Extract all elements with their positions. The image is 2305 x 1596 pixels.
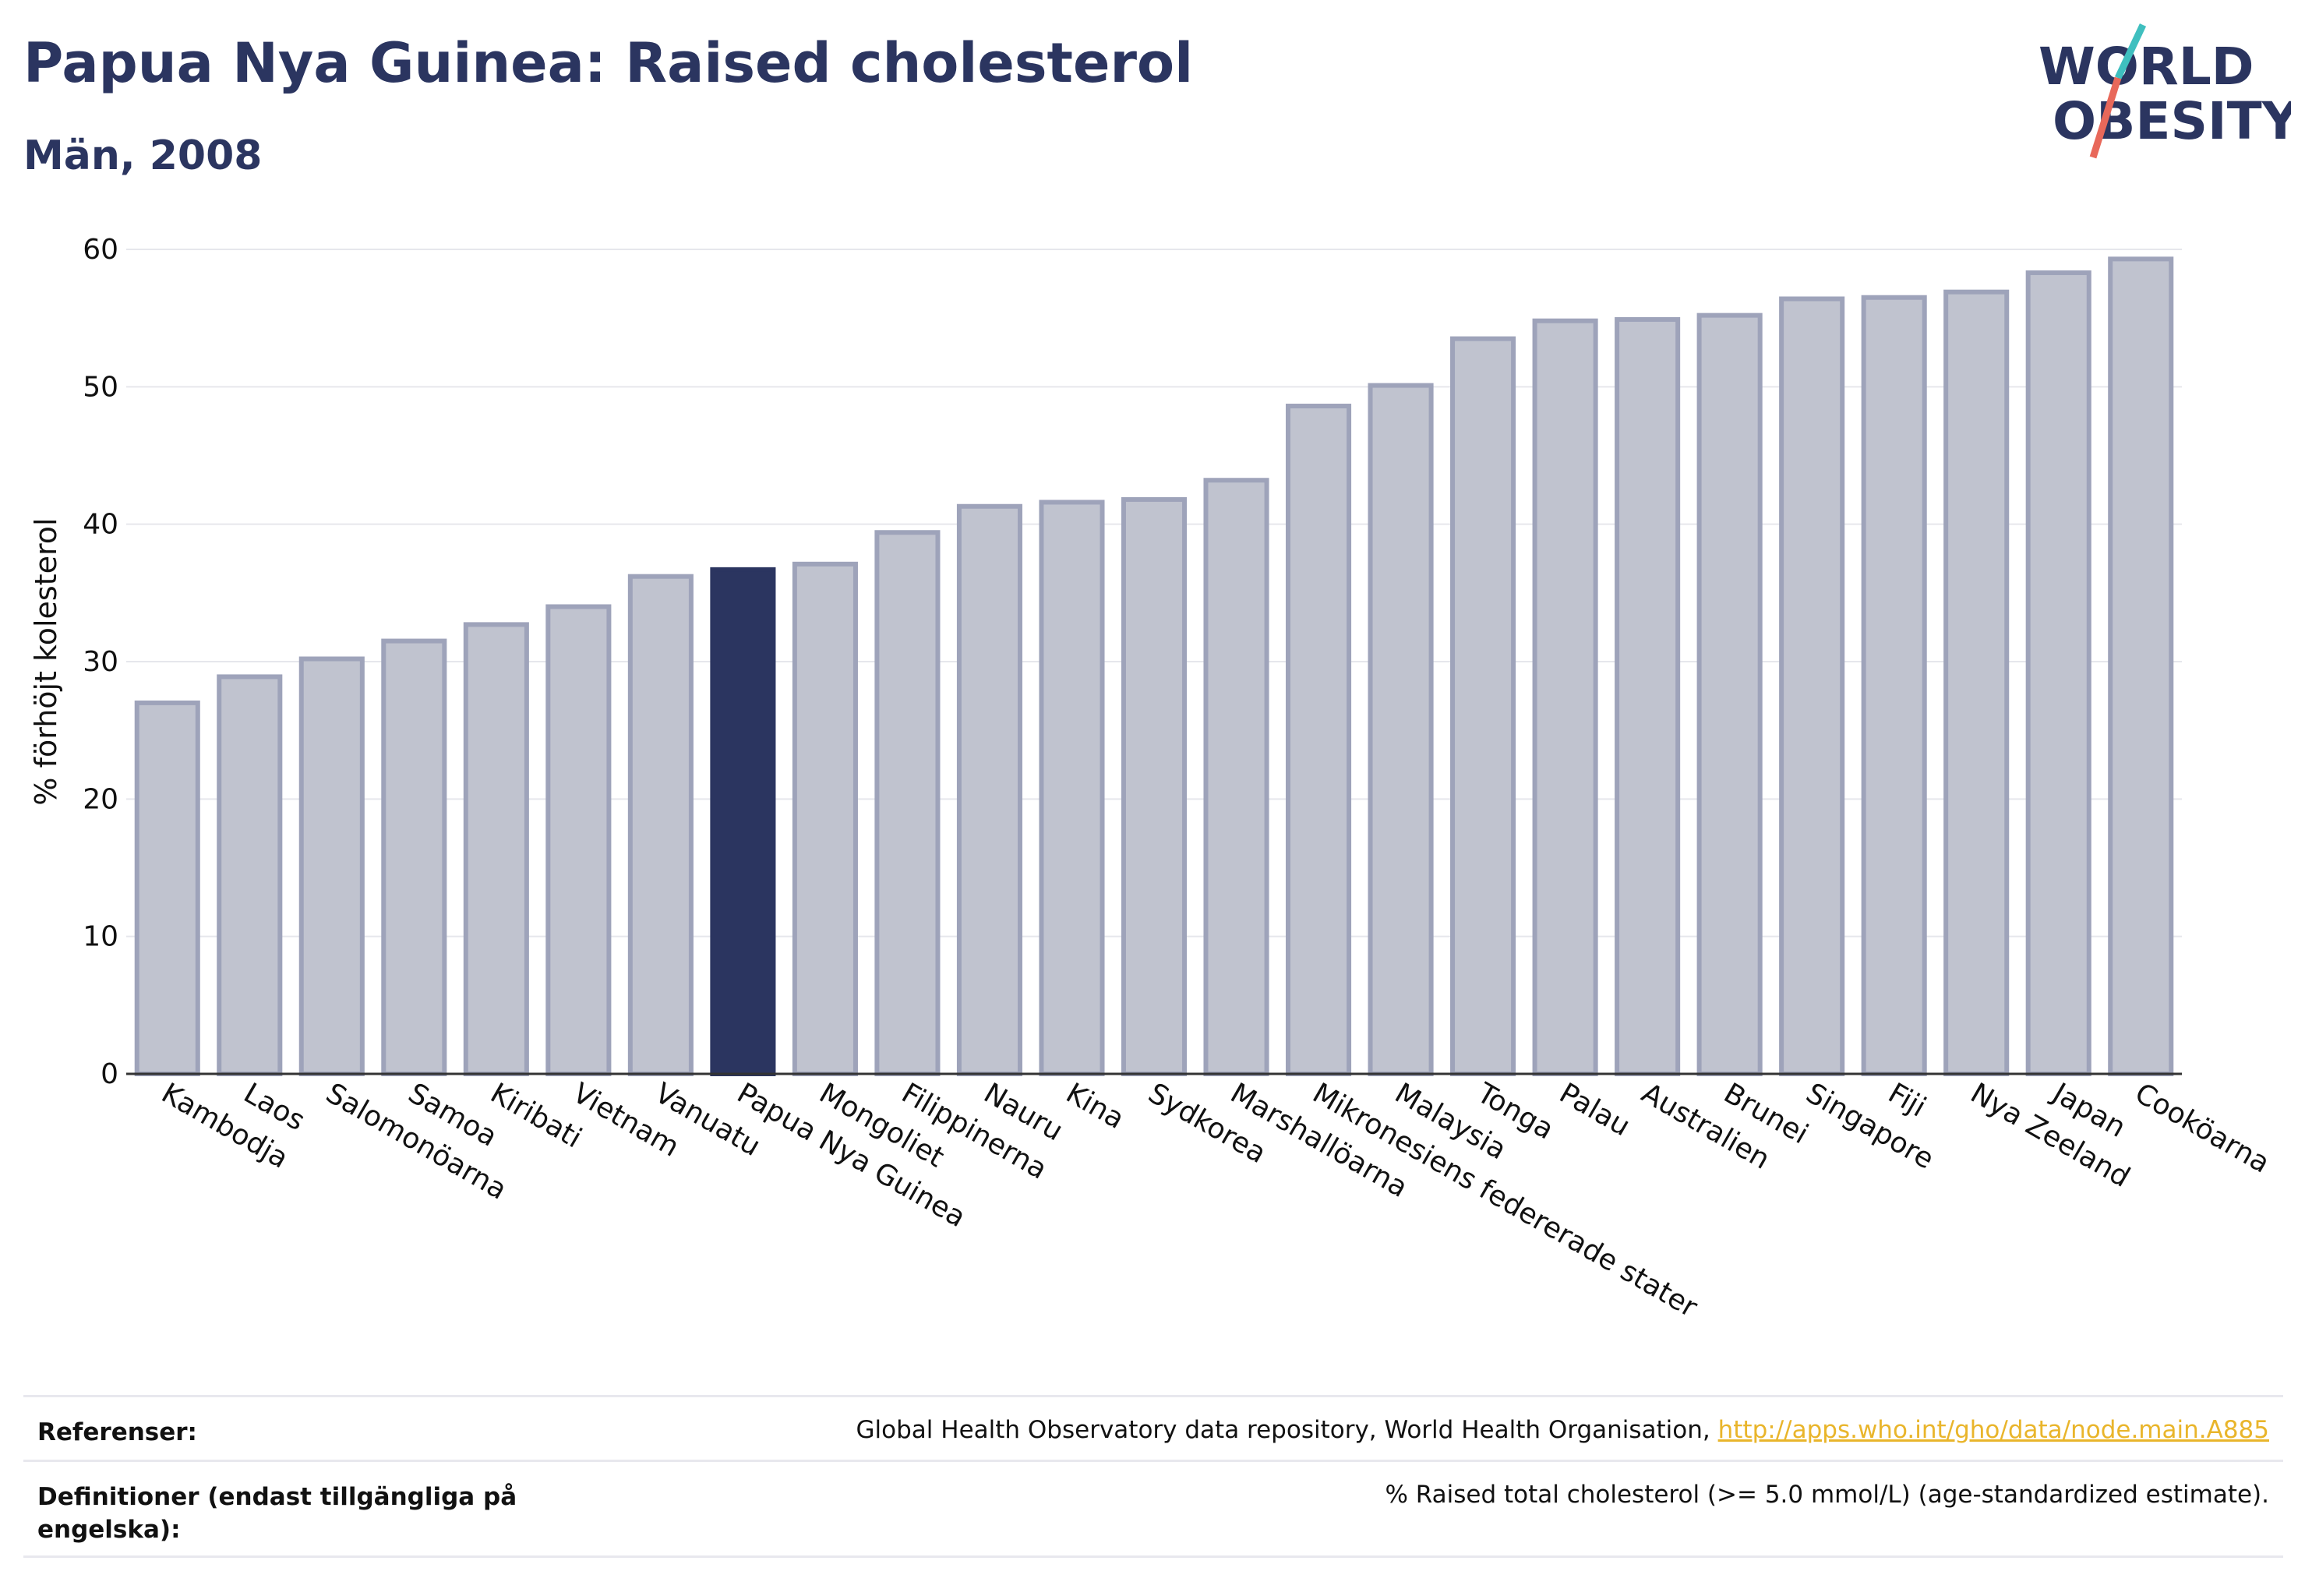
bar bbox=[2025, 270, 2091, 1076]
bar bbox=[1615, 316, 1681, 1076]
bar bbox=[1450, 336, 1516, 1077]
x-tick-label: Cooköarna bbox=[2130, 1077, 2275, 1179]
chart-subtitle: Män, 2008 bbox=[23, 132, 263, 179]
references-link[interactable]: http://apps.who.int/gho/data/node.main.A… bbox=[1717, 1416, 2269, 1444]
bar-highlighted bbox=[710, 567, 776, 1076]
bar bbox=[1696, 312, 1763, 1076]
logo-slash-bottom bbox=[2089, 76, 2122, 159]
bar bbox=[627, 574, 694, 1076]
y-tick-label: 50 bbox=[83, 371, 118, 403]
x-tick-label: Fiji bbox=[1883, 1077, 1931, 1124]
x-tick-label: Palau bbox=[1554, 1077, 1636, 1142]
bars bbox=[134, 256, 2174, 1077]
footer-table: Referenser: Global Health Observatory da… bbox=[23, 1395, 2283, 1558]
bar bbox=[2108, 256, 2174, 1076]
bar bbox=[1368, 383, 1434, 1076]
references-text: Global Health Observatory data repositor… bbox=[856, 1416, 1718, 1444]
definitions-label: Definitioner (endast tillgängliga på eng… bbox=[37, 1483, 517, 1544]
logo-graphic: WORLD OBESITY bbox=[2038, 23, 2300, 159]
logo-line2: OBESITY bbox=[2053, 91, 2291, 151]
chart-title: Papua Nya Guinea: Raised cholesterol bbox=[23, 31, 1194, 95]
y-axis-label: % förhöjt kolesterol bbox=[29, 517, 63, 805]
bar bbox=[956, 503, 1023, 1076]
bar bbox=[792, 561, 858, 1076]
y-tick-label: 10 bbox=[83, 921, 118, 953]
bar bbox=[874, 530, 941, 1076]
definitions-row: Definitioner (endast tillgängliga på eng… bbox=[23, 1460, 2283, 1558]
bar bbox=[134, 700, 200, 1077]
bar bbox=[1121, 496, 1188, 1076]
x-tick-label: Kiribati bbox=[485, 1077, 587, 1154]
references-row: Referenser: Global Health Observatory da… bbox=[23, 1395, 2283, 1460]
world-obesity-logo: WORLD OBESITY bbox=[2026, 16, 2300, 171]
bar bbox=[1943, 289, 2010, 1076]
y-tick-label: 30 bbox=[83, 646, 118, 678]
references-label: Referenser: bbox=[37, 1418, 197, 1446]
y-tick-label: 40 bbox=[83, 509, 118, 541]
y-tick-label: 20 bbox=[83, 783, 118, 815]
x-tick-label: Kina bbox=[1061, 1077, 1129, 1135]
bar bbox=[545, 604, 612, 1076]
references-value: Global Health Observatory data repositor… bbox=[856, 1416, 2269, 1444]
bar bbox=[1203, 478, 1269, 1076]
bar bbox=[298, 656, 365, 1076]
logo-line1: WORLD bbox=[2038, 37, 2254, 97]
bar bbox=[381, 638, 447, 1076]
bar bbox=[1532, 318, 1598, 1076]
y-tick-label: 60 bbox=[83, 234, 118, 266]
bar bbox=[1861, 295, 1927, 1076]
bar bbox=[463, 622, 529, 1076]
bar bbox=[1779, 296, 1845, 1077]
logo-slash-top bbox=[2114, 23, 2147, 79]
definitions-value: % Raised total cholesterol (>= 5.0 mmol/… bbox=[1385, 1481, 2269, 1509]
bar bbox=[1285, 404, 1352, 1076]
y-tick-label: 0 bbox=[101, 1058, 118, 1090]
bar bbox=[217, 674, 283, 1076]
bar bbox=[1039, 500, 1105, 1076]
